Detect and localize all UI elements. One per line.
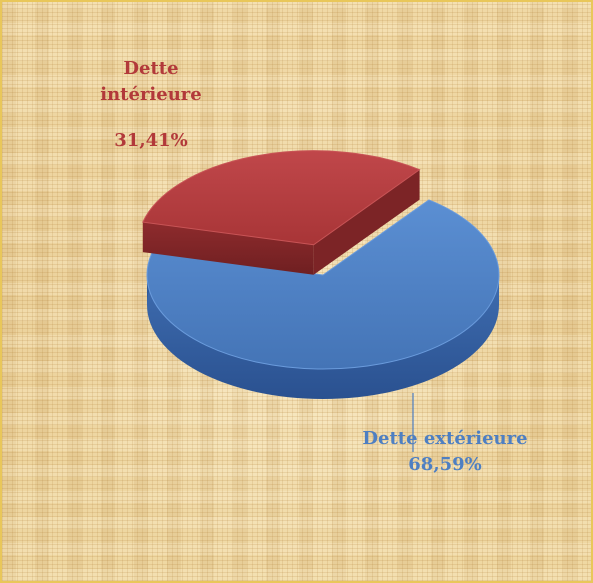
slice-interieure-cut2	[313, 169, 420, 275]
exterieure-value-label: 68,59%	[408, 454, 482, 475]
exterieure-label: Dette extérieure 68,59%	[340, 428, 550, 476]
interieure-value-label: 31,41%	[114, 130, 188, 151]
slice-exterieure	[146, 199, 500, 370]
interieure-label: Dette intérieure 31,41%	[96, 58, 206, 152]
slice-interieure-cut	[142, 222, 314, 275]
interieure-label-line1: Dette	[123, 58, 179, 79]
exterieure-name-label: Dette extérieure	[362, 428, 528, 449]
interieure-label-line2: intérieure	[100, 84, 202, 105]
slice-exterieure-side	[147, 275, 499, 399]
slice-interieure	[142, 150, 421, 246]
